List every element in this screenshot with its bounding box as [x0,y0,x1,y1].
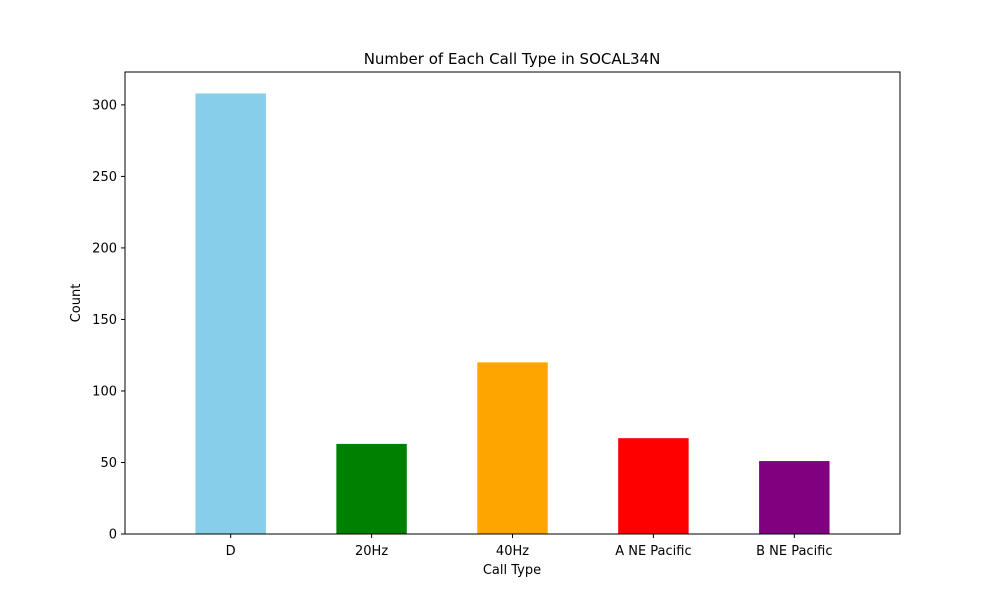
bar [759,461,830,534]
bar [618,438,689,534]
x-tick-label: 20Hz [355,544,388,559]
x-tick-label: 40Hz [496,544,529,559]
y-tick-label: 300 [92,98,117,113]
chart-title: Number of Each Call Type in SOCAL34N [364,50,661,68]
y-tick-label: 200 [92,241,117,256]
bar [195,93,266,534]
bar [477,362,548,534]
x-tick-label: A NE Pacific [615,544,691,559]
y-tick-label: 250 [92,170,117,185]
y-tick-label: 100 [92,384,117,399]
y-axis-label: Count [69,284,84,323]
y-tick-label: 150 [92,313,117,328]
bar [336,443,407,534]
bars-layer [195,93,830,534]
x-tick-label: B NE Pacific [756,544,832,559]
x-tick-label: D [226,544,236,559]
x-axis-ticks: D 20Hz 40Hz A NE Pacific B NE Pacific [226,534,833,559]
y-tick-label: 0 [109,528,117,543]
y-tick-label: 50 [100,456,117,471]
y-axis-ticks: 0 50 100 150 200 250 300 [92,98,125,543]
x-axis-label: Call Type [483,563,541,578]
